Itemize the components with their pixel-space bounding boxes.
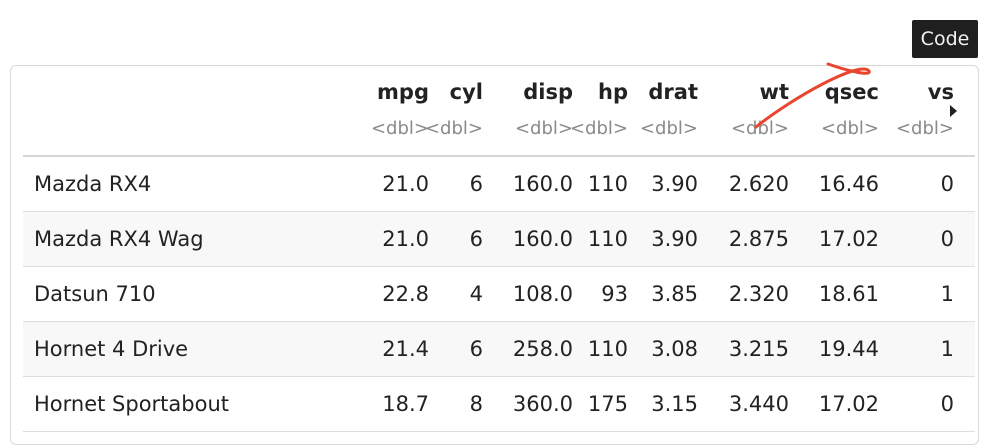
cell-qsec: 19.44	[818, 337, 879, 361]
column-header-qsec: qsec	[824, 80, 879, 104]
row-name: Datsun 710	[34, 282, 156, 306]
cell-wt: 2.875	[728, 227, 789, 251]
cell-drat: 3.90	[651, 172, 698, 196]
cell-disp: 360.0	[512, 392, 573, 416]
column-type-vs: <dbl>	[895, 118, 954, 139]
column-type-mpg: <dbl>	[370, 118, 429, 139]
column-header-hp: hp	[598, 80, 628, 104]
table-row: Hornet 4 Drive 21.4 6 258.0 110 3.08 3.215 19.4…	[23, 322, 975, 377]
cell-vs: 1	[940, 282, 954, 306]
column-type-hp: <dbl>	[569, 118, 628, 139]
cell-wt: 3.215	[728, 337, 789, 361]
column-header-vs: vs	[927, 80, 954, 104]
cell-vs: 1	[940, 337, 954, 361]
cell-disp: 258.0	[512, 337, 573, 361]
table-row: Mazda RX4 21.0 6 160.0 110 3.90 2.620 16.46 0	[23, 157, 975, 212]
cell-qsec: 17.02	[818, 392, 879, 416]
code-button[interactable]: Code	[912, 20, 978, 58]
data-table: mpg <dbl> cyl <dbl> disp <dbl> hp <dbl> drat <dbl…	[10, 65, 979, 445]
cell-mpg: 18.7	[382, 392, 429, 416]
cell-vs: 0	[940, 392, 954, 416]
cell-cyl: 6	[469, 172, 483, 196]
cell-mpg: 21.0	[382, 172, 429, 196]
column-header-cyl: cyl	[449, 80, 483, 104]
cell-hp: 93	[601, 282, 628, 306]
cell-drat: 3.90	[651, 227, 698, 251]
column-type-cyl: <dbl>	[424, 118, 483, 139]
cell-cyl: 8	[469, 392, 483, 416]
cell-mpg: 22.8	[382, 282, 429, 306]
column-type-drat: <dbl>	[639, 118, 698, 139]
column-header-wt: wt	[759, 80, 789, 104]
cell-disp: 160.0	[512, 227, 573, 251]
column-header-mpg: mpg	[377, 80, 429, 104]
cell-cyl: 6	[469, 227, 483, 251]
column-type-disp: <dbl>	[514, 118, 573, 139]
cell-vs: 0	[940, 172, 954, 196]
column-header-disp: disp	[523, 80, 573, 104]
cell-cyl: 4	[469, 282, 483, 306]
row-name: Mazda RX4	[34, 172, 152, 196]
cell-drat: 3.08	[651, 337, 698, 361]
cell-hp: 175	[587, 392, 628, 416]
cell-qsec: 18.61	[818, 282, 879, 306]
cell-drat: 3.85	[651, 282, 698, 306]
cell-hp: 110	[587, 337, 628, 361]
cell-mpg: 21.4	[382, 337, 429, 361]
next-columns-arrow-icon[interactable]	[950, 105, 957, 117]
header-divider	[23, 155, 975, 157]
cell-mpg: 21.0	[382, 227, 429, 251]
cell-disp: 108.0	[512, 282, 573, 306]
cell-wt: 2.320	[728, 282, 789, 306]
column-header-drat: drat	[648, 80, 698, 104]
column-type-qsec: <dbl>	[820, 118, 879, 139]
cell-wt: 2.620	[728, 172, 789, 196]
cell-disp: 160.0	[512, 172, 573, 196]
cell-wt: 3.440	[728, 392, 789, 416]
row-name: Hornet Sportabout	[34, 392, 230, 416]
table-row: Mazda RX4 Wag 21.0 6 160.0 110 3.90 2.875 17.02…	[23, 212, 975, 267]
row-name: Mazda RX4 Wag	[34, 227, 204, 251]
row-name: Hornet 4 Drive	[34, 337, 189, 361]
cell-hp: 110	[587, 227, 628, 251]
table-row: Datsun 710 22.8 4 108.0 93 3.85 2.320 18.61 1	[23, 267, 975, 322]
cell-cyl: 6	[469, 337, 483, 361]
cell-qsec: 17.02	[818, 227, 879, 251]
cell-vs: 0	[940, 227, 954, 251]
cell-qsec: 16.46	[818, 172, 879, 196]
table-row: Hornet Sportabout 18.7 8 360.0 175 3.15 3.440 1…	[23, 377, 975, 432]
cell-hp: 110	[587, 172, 628, 196]
column-type-wt: <dbl>	[730, 118, 789, 139]
cell-drat: 3.15	[651, 392, 698, 416]
